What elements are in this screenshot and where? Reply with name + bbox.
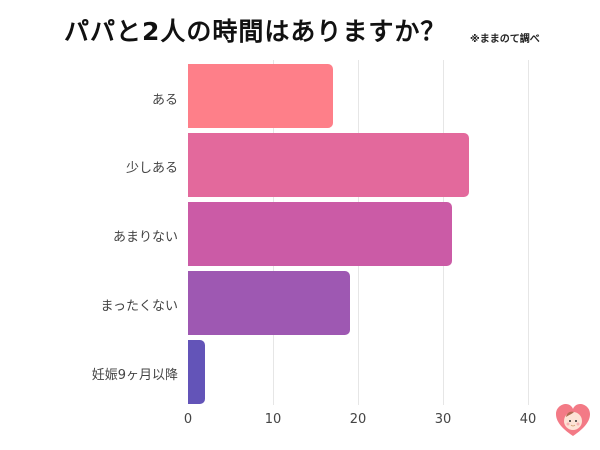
source-note: ※ままのて調べ (470, 34, 540, 45)
x-tick: 40 (519, 412, 537, 427)
x-tick: 0 (183, 412, 193, 427)
gridline-40 (528, 60, 529, 405)
x-tick: 20 (349, 412, 367, 427)
category-label: まったくない (100, 299, 178, 314)
category-label: 少しある (125, 161, 178, 176)
bar-sukoshi-aru (188, 133, 469, 197)
bar-aru (188, 64, 333, 128)
bar-ninshin-9kagetsu (188, 340, 205, 404)
category-label: あまりない (112, 230, 178, 245)
x-tick: 10 (264, 412, 282, 427)
chart-title: パパと2人の時間はありますか？ (64, 17, 447, 46)
x-tick: 30 (434, 412, 452, 427)
category-label: 妊娠9ヶ月以降 (91, 368, 178, 383)
bar-mattaku-nai (188, 271, 350, 335)
heart-baby-logo-icon (556, 404, 590, 436)
bar-amari-nai (188, 202, 452, 266)
category-label: ある (151, 93, 178, 108)
